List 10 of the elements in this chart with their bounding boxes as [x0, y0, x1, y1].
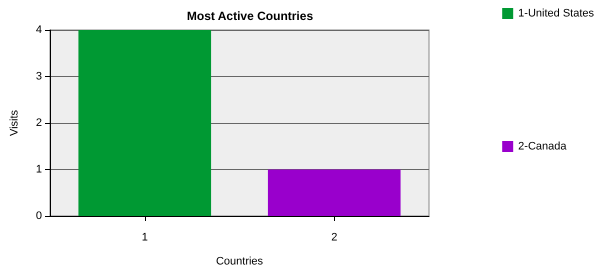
y-tick-label: 3 [36, 70, 42, 82]
legend-label: 1-United States [518, 8, 594, 20]
y-tick-label: 0 [36, 210, 42, 222]
y-tick-label: 4 [36, 24, 42, 36]
y-tick-label: 1 [36, 164, 42, 176]
x-axis-title: Countries [216, 256, 264, 268]
legend-label: 2-Canada [518, 140, 568, 152]
chart-title: Most Active Countries [186, 9, 314, 23]
y-axis-title: Visits [8, 109, 20, 136]
y-tick-label: 2 [36, 117, 42, 129]
